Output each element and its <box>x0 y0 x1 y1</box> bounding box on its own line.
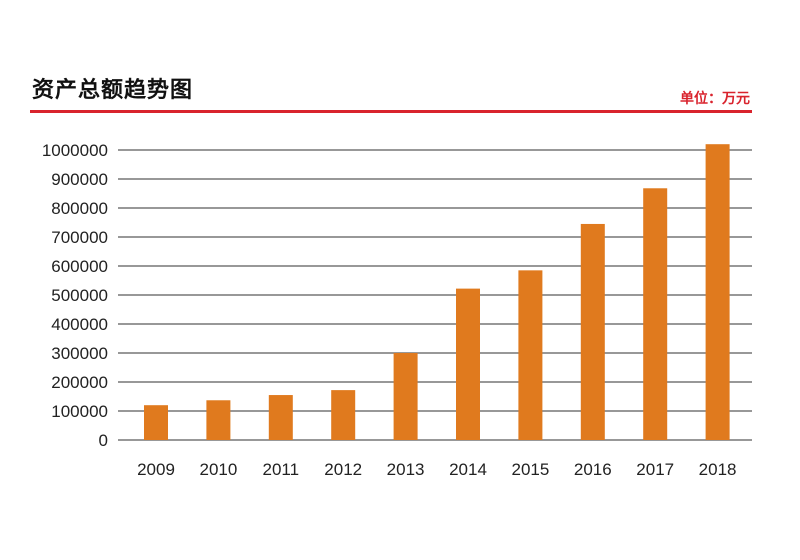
y-tick-label: 500000 <box>51 286 108 305</box>
bar-2014 <box>456 288 480 440</box>
y-axis-ticks: 0 100000 200000 300000 400000 500000 600000 700… <box>42 141 108 450</box>
y-tick-label: 900000 <box>51 170 108 189</box>
y-tick-label: 1000000 <box>42 141 108 160</box>
bar-2016 <box>580 223 605 440</box>
y-tick-label: 0 <box>99 431 108 450</box>
unit-label: 单位：万元 <box>680 91 750 107</box>
y-tick-label: 300000 <box>51 344 108 363</box>
y-tick-label: 800000 <box>51 199 108 218</box>
x-tick-label: 2010 <box>199 460 237 479</box>
x-tick-label: 2014 <box>449 460 487 479</box>
bar-2010 <box>206 400 231 440</box>
x-tick-label: 2011 <box>263 460 300 479</box>
x-tick-label: 2015 <box>511 460 549 479</box>
bar-2011 <box>268 395 293 440</box>
bar-2015 <box>518 270 543 440</box>
y-tick-label: 600000 <box>51 257 108 276</box>
x-axis-ticks: 2009 2010 2011 2012 2013 2014 2015 2016 2017 2018 <box>137 460 736 479</box>
x-tick-label: 2009 <box>137 460 175 479</box>
y-tick-label: 200000 <box>51 373 108 392</box>
bars <box>144 144 730 440</box>
bar-2013 <box>393 353 418 440</box>
title-divider <box>30 110 752 113</box>
x-tick-label: 2016 <box>574 460 612 479</box>
bar-2012 <box>331 390 356 440</box>
y-tick-label: 700000 <box>51 228 108 247</box>
bar-2009 <box>144 405 168 440</box>
x-tick-label: 2018 <box>699 460 737 479</box>
bar-2017 <box>643 188 668 440</box>
y-tick-label: 400000 <box>51 315 108 334</box>
x-tick-label: 2017 <box>636 460 674 479</box>
bar-2018 <box>705 144 730 440</box>
y-tick-label: 100000 <box>51 402 108 421</box>
x-tick-label: 2012 <box>324 460 362 479</box>
chart-title: 资产总额趋势图 <box>32 78 194 103</box>
x-tick-label: 2013 <box>387 460 425 479</box>
